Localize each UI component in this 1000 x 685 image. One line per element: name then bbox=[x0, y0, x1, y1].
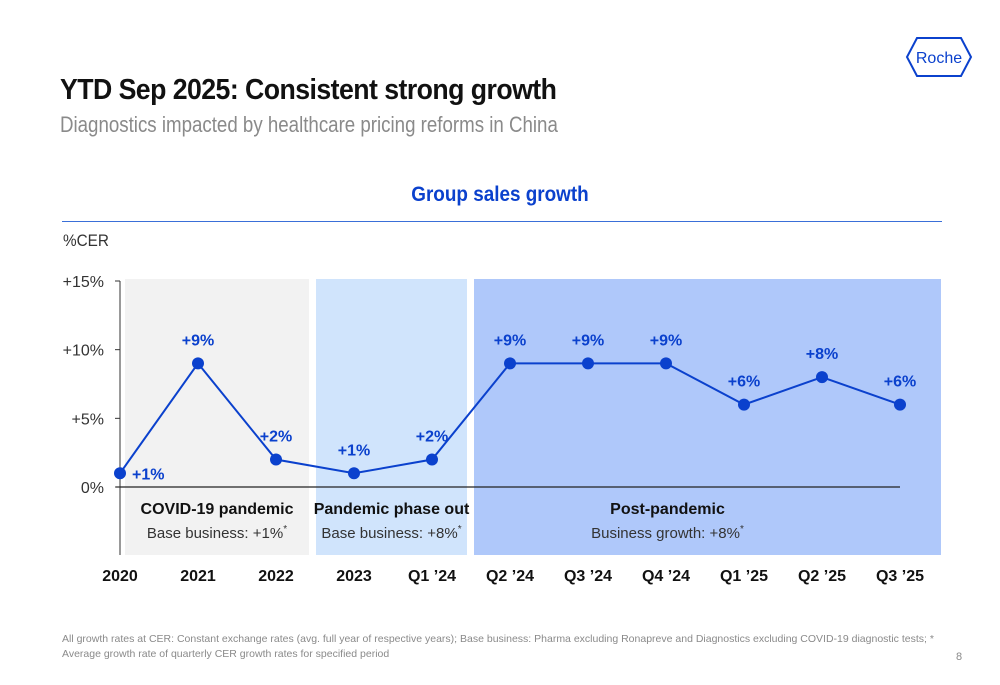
phase-name-2: Pandemic phase out bbox=[314, 501, 470, 518]
x-tick-label: Q4 ’24 bbox=[642, 568, 690, 585]
x-tick-label: Q1 ’25 bbox=[720, 568, 768, 585]
x-tick-label: 2020 bbox=[102, 568, 138, 585]
page-number: 8 bbox=[956, 651, 963, 663]
y-axis-unit-label: %CER bbox=[63, 231, 109, 250]
data-point bbox=[348, 467, 360, 480]
data-point bbox=[738, 398, 750, 411]
x-tick-label: Q1 ’24 bbox=[408, 568, 456, 585]
data-label: +1% bbox=[338, 442, 370, 459]
data-label: +9% bbox=[650, 332, 682, 349]
chart-title-divider bbox=[62, 221, 942, 222]
phase-detail-1: Base business: +1%* bbox=[147, 524, 287, 542]
chart-title: Group sales growth bbox=[411, 183, 589, 206]
phase-detail-2: Base business: +8%* bbox=[321, 524, 461, 542]
data-point bbox=[816, 371, 828, 384]
phase-name-1: COVID-19 pandemic bbox=[141, 501, 294, 518]
y-tick-label: +5% bbox=[72, 411, 104, 428]
data-label: +1% bbox=[132, 466, 164, 483]
phase-panel-2 bbox=[316, 279, 467, 555]
data-label: +9% bbox=[572, 332, 604, 349]
footnote: All growth rates at CER: Constant exchan… bbox=[62, 633, 934, 660]
data-point bbox=[270, 453, 282, 466]
x-tick-label: Q2 ’24 bbox=[486, 568, 534, 585]
phase-name-3: Post-pandemic bbox=[610, 501, 725, 518]
x-tick-label: 2023 bbox=[336, 568, 372, 585]
roche-logo-hexagon-icon bbox=[905, 37, 973, 77]
x-tick-label: Q2 ’25 bbox=[798, 568, 846, 585]
slide-subtitle: Diagnostics impacted by healthcare prici… bbox=[60, 112, 558, 137]
phase-detail-3: Business growth: +8%* bbox=[591, 524, 744, 542]
y-tick-label: +15% bbox=[63, 274, 104, 291]
roche-logo-text: Roche bbox=[916, 50, 962, 67]
data-point bbox=[192, 357, 204, 370]
data-label: +8% bbox=[806, 346, 838, 363]
x-tick-label: Q3 ’24 bbox=[564, 568, 612, 585]
data-point bbox=[504, 357, 516, 370]
x-tick-label: Q3 ’25 bbox=[876, 568, 924, 585]
data-point bbox=[660, 357, 672, 370]
data-label: +9% bbox=[494, 332, 526, 349]
data-label: +2% bbox=[260, 429, 292, 446]
data-label: +2% bbox=[416, 429, 448, 446]
data-point bbox=[426, 453, 438, 466]
phase-panel-3 bbox=[474, 279, 941, 555]
roche-logo: Roche bbox=[905, 37, 973, 77]
x-tick-label: 2021 bbox=[180, 568, 216, 585]
slide-title: YTD Sep 2025: Consistent strong growth bbox=[60, 74, 557, 106]
data-point bbox=[582, 357, 594, 370]
phase-panel-1 bbox=[125, 279, 309, 555]
data-point bbox=[894, 398, 906, 411]
data-label: +6% bbox=[884, 374, 916, 391]
y-tick-label: +10% bbox=[63, 343, 104, 360]
x-tick-label: 2022 bbox=[258, 568, 294, 585]
data-label: +9% bbox=[182, 332, 214, 349]
y-tick-label: 0% bbox=[81, 480, 104, 497]
data-point bbox=[114, 467, 126, 480]
data-label: +6% bbox=[728, 374, 760, 391]
